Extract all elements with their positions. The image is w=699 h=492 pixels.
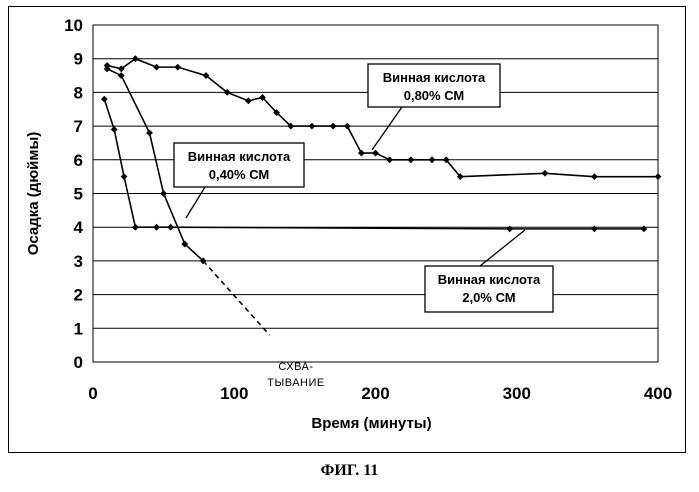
data-point bbox=[386, 156, 393, 163]
data-point bbox=[101, 96, 108, 103]
data-point bbox=[245, 97, 252, 104]
y-tick-label: 0 bbox=[74, 353, 83, 372]
y-tick-label: 4 bbox=[74, 218, 84, 237]
data-point bbox=[167, 224, 174, 231]
y-tick-label: 6 bbox=[74, 151, 83, 170]
data-point bbox=[429, 156, 436, 163]
callout-label-line1: Винная кислота bbox=[188, 149, 291, 164]
chart-svg: 0 1 2 3 4 5 6 7 8 9 10 0 100 200 300 400 Осадка (дюймы… bbox=[0, 0, 699, 460]
x-tick-labels: 0 100 200 300 400 bbox=[88, 384, 672, 403]
x-axis-label: Время (минуты) bbox=[311, 415, 431, 432]
data-point bbox=[542, 170, 549, 177]
y-tick-label: 5 bbox=[74, 185, 83, 204]
x-tick-label: 100 bbox=[220, 384, 248, 403]
data-point bbox=[655, 173, 662, 180]
data-point bbox=[344, 123, 351, 130]
y-tick-label: 7 bbox=[74, 117, 83, 136]
callout-label-line2: 0,80% СМ bbox=[404, 88, 465, 103]
figure-caption: ФИГ. 11 bbox=[0, 462, 699, 480]
setting-annotation: СХВА- ТЫВАНИЕ bbox=[267, 361, 324, 389]
data-point bbox=[591, 225, 598, 232]
callouts: Винная кислота 0,80% СМ Винная кислота 0,40… bbox=[174, 64, 553, 312]
data-point bbox=[146, 129, 153, 136]
data-point bbox=[330, 123, 337, 130]
x-tick-label: 300 bbox=[503, 384, 531, 403]
x-tick-label: 200 bbox=[361, 384, 389, 403]
callout-label-line2: 2,0% СМ bbox=[462, 290, 515, 305]
data-point bbox=[506, 225, 513, 232]
y-axis-label: Осадка (дюймы) bbox=[25, 132, 42, 256]
data-point bbox=[153, 224, 160, 231]
data-point bbox=[407, 156, 414, 163]
setting-annotation-line2: ТЫВАНИЕ bbox=[267, 377, 324, 389]
y-tick-label: 1 bbox=[74, 319, 83, 338]
y-tick-label: 9 bbox=[74, 50, 83, 69]
data-point bbox=[111, 126, 118, 133]
y-tick-labels: 0 1 2 3 4 5 6 7 8 9 10 bbox=[64, 16, 83, 372]
data-point bbox=[309, 123, 316, 130]
data-point bbox=[358, 150, 365, 157]
data-point bbox=[121, 173, 128, 180]
data-point bbox=[591, 173, 598, 180]
callout-label-line1: Винная кислота bbox=[383, 70, 486, 85]
y-tick-label: 8 bbox=[74, 83, 83, 102]
data-point bbox=[118, 72, 125, 79]
data-point bbox=[174, 64, 181, 71]
callout-leader-line bbox=[372, 107, 402, 150]
data-point bbox=[372, 150, 379, 157]
callout-label-line1: Винная кислота bbox=[438, 272, 541, 287]
data-point bbox=[153, 64, 160, 71]
data-point bbox=[160, 190, 167, 197]
setting-trend-dashed-line bbox=[203, 261, 269, 335]
y-tick-label: 2 bbox=[74, 286, 83, 305]
x-tick-label: 400 bbox=[644, 384, 672, 403]
data-point bbox=[640, 225, 647, 232]
y-tick-label: 3 bbox=[74, 252, 83, 271]
callout-label-line2: 0,40% СМ bbox=[209, 167, 270, 182]
y-tick-label: 10 bbox=[64, 16, 83, 35]
x-tick-label: 0 bbox=[88, 384, 97, 403]
callout-leader-line bbox=[186, 187, 205, 218]
setting-annotation-line1: СХВА- bbox=[278, 361, 313, 373]
data-point bbox=[132, 224, 139, 231]
